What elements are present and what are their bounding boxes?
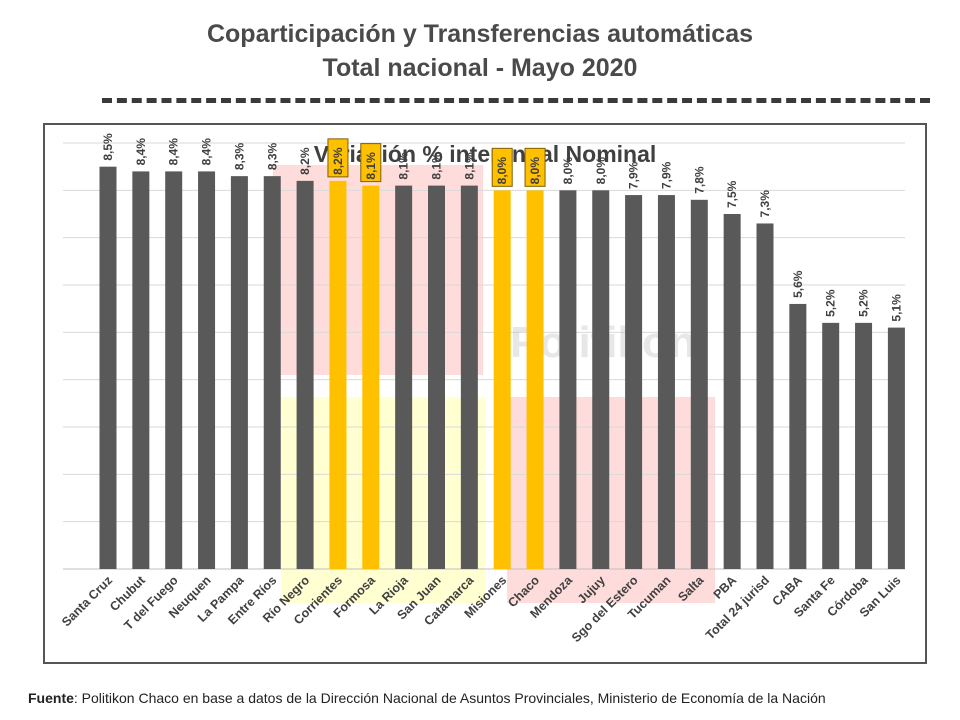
value-label: 5,2% [824, 289, 838, 317]
chart-frame: PolitikonVariación % interanual Nominal8… [43, 123, 927, 664]
bar [230, 176, 248, 569]
value-label: 5,6% [791, 270, 805, 298]
bar [756, 223, 774, 569]
value-label: 7,5% [725, 180, 739, 208]
bar [165, 171, 183, 569]
bar [625, 195, 643, 570]
bar [99, 166, 117, 569]
value-label: 8,3% [232, 142, 246, 170]
value-label: 8,1% [364, 152, 378, 180]
main-title-line-1: Coparticipación y Transferencias automát… [206, 20, 754, 48]
bar [822, 322, 840, 569]
value-label: 8,4% [200, 138, 214, 166]
value-label: 8,0% [528, 157, 542, 185]
bar [198, 171, 216, 569]
value-label: 7,3% [758, 190, 772, 218]
bar [329, 180, 347, 569]
bar [263, 176, 281, 569]
bar [493, 190, 511, 569]
bar [789, 303, 807, 569]
value-label: 8,1% [462, 152, 476, 180]
bar [723, 214, 741, 569]
value-label: 8,0% [594, 157, 608, 185]
value-label-box [360, 143, 382, 183]
bar [559, 190, 577, 569]
value-label: 8,1% [430, 152, 444, 180]
value-label: 7,8% [692, 166, 706, 194]
bar [526, 190, 544, 569]
source-text: : Politikon Chaco en base a datos de la … [73, 690, 826, 706]
value-label: 8,5% [101, 133, 115, 161]
value-label: 8,4% [134, 138, 148, 166]
source-footnote: Fuente: Politikon Chaco en base a datos … [28, 690, 826, 706]
value-label-box [524, 147, 546, 187]
value-label: 7,9% [659, 161, 673, 189]
value-label-box [491, 147, 513, 187]
bar-chart: PolitikonVariación % interanual Nominal8… [59, 133, 905, 645]
bar [362, 185, 380, 569]
bar [395, 185, 413, 569]
main-title-line-2: Total nacional - Mayo 2020 [322, 54, 638, 82]
bar [887, 327, 905, 569]
value-label: 8,1% [397, 152, 411, 180]
source-label: Fuente [28, 690, 74, 706]
bar [855, 322, 873, 569]
bar [132, 171, 150, 569]
bar [428, 185, 445, 569]
value-label: 8,3% [265, 142, 279, 170]
value-label: 8,2% [298, 147, 312, 175]
value-label: 8,0% [495, 157, 509, 185]
bar [592, 190, 610, 569]
value-label: 5,2% [857, 289, 871, 317]
value-label-box [327, 138, 349, 178]
bar [657, 195, 675, 570]
bar [690, 199, 708, 570]
value-label: 8,4% [167, 138, 181, 166]
value-label: 5,1% [889, 294, 903, 322]
dashed-divider [102, 98, 930, 103]
value-label: 7,9% [627, 161, 641, 189]
bar [460, 185, 478, 569]
bar [296, 180, 314, 569]
category-label: Santa Cruz [59, 573, 115, 629]
value-label: 8,0% [561, 157, 575, 185]
value-label: 8,2% [331, 147, 345, 175]
